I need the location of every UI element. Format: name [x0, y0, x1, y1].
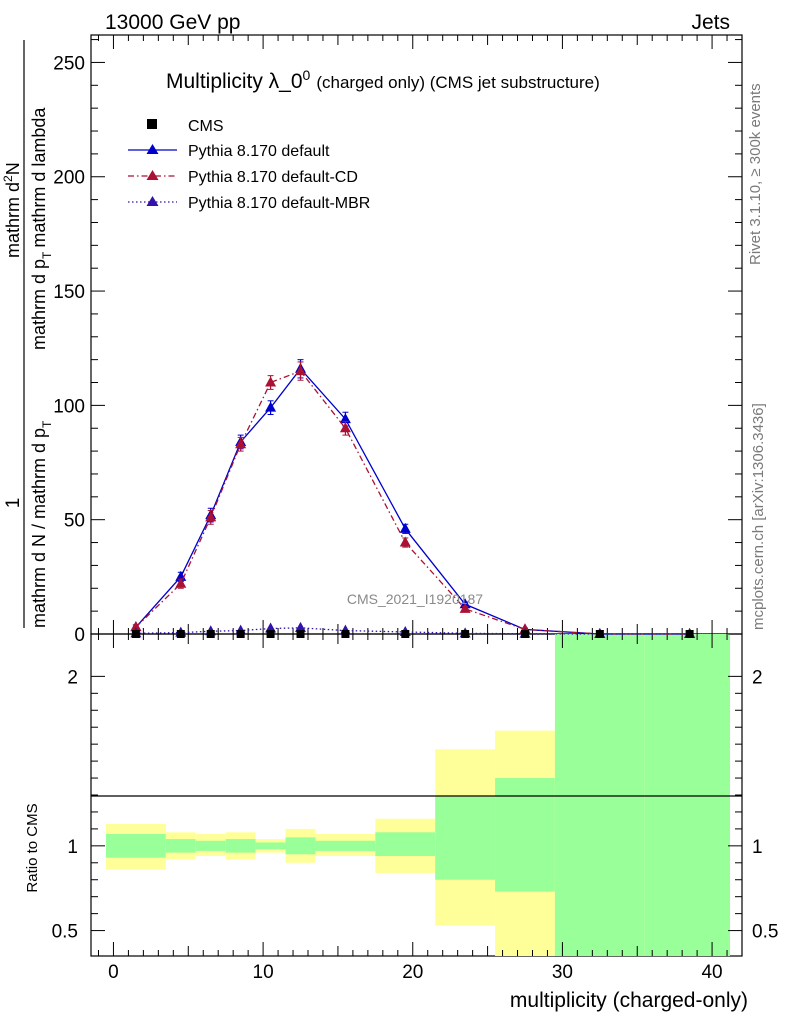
ratio-band-green-8 — [435, 796, 496, 880]
cms-point-11 — [685, 630, 694, 638]
ratio-bands — [105, 634, 730, 956]
ratio-ytick-label-right-1: 1 — [752, 837, 763, 858]
main-ytick-label-5: 250 — [53, 53, 85, 74]
y-title-den-b: mathrm d p — [29, 259, 49, 350]
series-0-point-4 — [265, 401, 277, 412]
series-2-point-5 — [295, 621, 307, 632]
ratio-ytick-label-right-0: 0.5 — [752, 922, 778, 943]
main-ytick-label-3: 150 — [53, 282, 85, 303]
legend-label-cms: CMS — [188, 118, 224, 135]
ratio-band-green-10 — [554, 634, 645, 956]
y-title-denominator-lower: mathrm d N / mathrm d pT — [29, 420, 54, 628]
cms-data-layer — [131, 630, 694, 638]
y-title-den-b-sub: T — [40, 251, 54, 259]
cms-point-8 — [461, 630, 470, 638]
y-title-d2n-a: mathrm d — [3, 182, 23, 258]
series-1-point-8 — [459, 602, 471, 613]
series-0-point-7 — [399, 522, 411, 533]
category-label: Jets — [691, 11, 730, 34]
x-tick-label-2: 20 — [402, 962, 423, 983]
plot-title-main: Multiplicity λ_0 — [166, 70, 303, 93]
cms-point-9 — [521, 630, 529, 638]
cms-point-6 — [341, 630, 350, 638]
main-y-axis: 0 50 100 150 200 250 — [53, 39, 742, 646]
cms-point-2 — [206, 630, 215, 638]
y-title-den-a-sub: T — [40, 420, 54, 428]
x-tick-label-3: 30 — [552, 962, 573, 983]
main-ytick-label-4: 200 — [53, 168, 85, 189]
legend-marker-default — [146, 144, 159, 154]
legend-label-default-cd: Pythia 8.170 default-CD — [188, 169, 358, 186]
cms-point-3 — [236, 630, 245, 638]
cms-point-10 — [595, 630, 604, 638]
legend-marker-default-cd — [146, 170, 159, 180]
plot-title: Multiplicity λ_00 (charged only) (CMS jet… — [166, 67, 600, 93]
ratio-ytick-label-left-2: 2 — [67, 667, 78, 688]
ratio-band-green-1 — [165, 839, 196, 853]
series-line-0 — [135, 367, 690, 635]
y-title-numerator: 1 — [3, 498, 24, 509]
ratio-band-green-3 — [225, 839, 256, 853]
cms-point-0 — [131, 630, 140, 638]
ratio-ytick-label-left-0: 0.5 — [52, 922, 78, 943]
ratio-band-green-5 — [285, 837, 316, 855]
cms-point-4 — [266, 630, 275, 638]
main-ytick-label-0: 0 — [74, 625, 85, 646]
cms-point-7 — [401, 630, 410, 638]
ratio-band-green-4 — [255, 842, 286, 850]
ratio-ytick-label-right-2: 2 — [752, 667, 763, 688]
x-axis: 0 10 20 30 40 — [97, 35, 728, 983]
ratio-band-green-11 — [644, 634, 730, 956]
cms-point-1 — [176, 630, 185, 638]
series-1-point-5 — [295, 365, 307, 376]
series-1-point-4 — [265, 376, 277, 387]
plot-title-sub: (charged only) (CMS jet substructure) — [316, 73, 599, 92]
y-title-d2n: mathrm d2N — [1, 162, 23, 258]
series-line-1 — [135, 370, 690, 635]
legend-label-default: Pythia 8.170 default — [188, 143, 330, 160]
main-ytick-label-2: 100 — [53, 396, 85, 417]
ratio-ytick-label-left-1: 1 — [67, 837, 78, 858]
y-title-d2n-tail: N — [3, 162, 23, 175]
cms-point-5 — [296, 630, 305, 638]
y-title-den-a: mathrm d N / mathrm d p — [29, 428, 49, 628]
y-title-denominator-upper: mathrm d pTmathrm d lambda — [29, 107, 54, 350]
plot-title-sup: 0 — [303, 67, 311, 83]
series-1-point-1 — [175, 577, 187, 588]
series-1-point-6 — [339, 422, 351, 433]
mcplots-label: mcplots.cern.ch [arXiv:1306.3436] — [750, 403, 767, 630]
x-tick-label-4: 40 — [701, 962, 722, 983]
x-tick-label-0: 0 — [108, 962, 119, 983]
y-title-den-c: mathrm d lambda — [29, 107, 49, 248]
ratio-band-green-2 — [195, 840, 226, 851]
legend-label-default-mbr: Pythia 8.170 default-MBR — [188, 195, 370, 212]
series-1-point-2 — [205, 511, 217, 522]
ratio-band-green-9 — [495, 778, 555, 892]
ratio-band-green-7 — [375, 832, 436, 857]
series-0-point-6 — [339, 413, 351, 424]
series-1-point-3 — [235, 438, 247, 449]
analysis-watermark: CMS_2021_I1920187 — [347, 591, 483, 607]
legend-marker-cms — [147, 119, 157, 129]
ratio-band-green-6 — [315, 840, 376, 851]
ratio-y-axis-title: Ratio to CMS — [24, 803, 41, 892]
series-1-point-7 — [399, 536, 411, 547]
legend-marker-default-mbr — [146, 196, 159, 206]
energy-label: 13000 GeV pp — [105, 11, 240, 34]
x-axis-title: multiplicity (charged-only) — [510, 989, 748, 1012]
series-1-point-0 — [130, 621, 142, 632]
y-title-d2n-sup: 2 — [1, 175, 15, 182]
rivet-version-label: Rivet 3.1.10, ≥ 300k events — [747, 83, 764, 265]
main-ytick-label-1: 50 — [64, 511, 85, 532]
legend: CMS Pythia 8.170 default Pythia 8.170 de… — [128, 118, 370, 212]
main-y-axis-title: 1 mathrm d2N mathrm d pTmathrm d lambda … — [1, 40, 54, 628]
x-tick-label-1: 10 — [253, 962, 274, 983]
ratio-y-axis: 0.5 0.5 1 1 2 2 — [52, 667, 779, 942]
ratio-band-green-0 — [105, 833, 166, 858]
